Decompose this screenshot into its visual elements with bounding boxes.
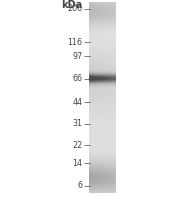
Text: 97: 97 — [72, 52, 82, 61]
Text: 6: 6 — [77, 181, 82, 190]
Text: 22: 22 — [72, 141, 82, 150]
Text: 14: 14 — [72, 159, 82, 168]
Text: 116: 116 — [67, 38, 82, 47]
Text: 31: 31 — [72, 119, 82, 128]
Text: 200: 200 — [67, 4, 82, 13]
Text: 44: 44 — [72, 98, 82, 107]
Text: kDa: kDa — [61, 0, 82, 10]
Text: 66: 66 — [72, 74, 82, 83]
